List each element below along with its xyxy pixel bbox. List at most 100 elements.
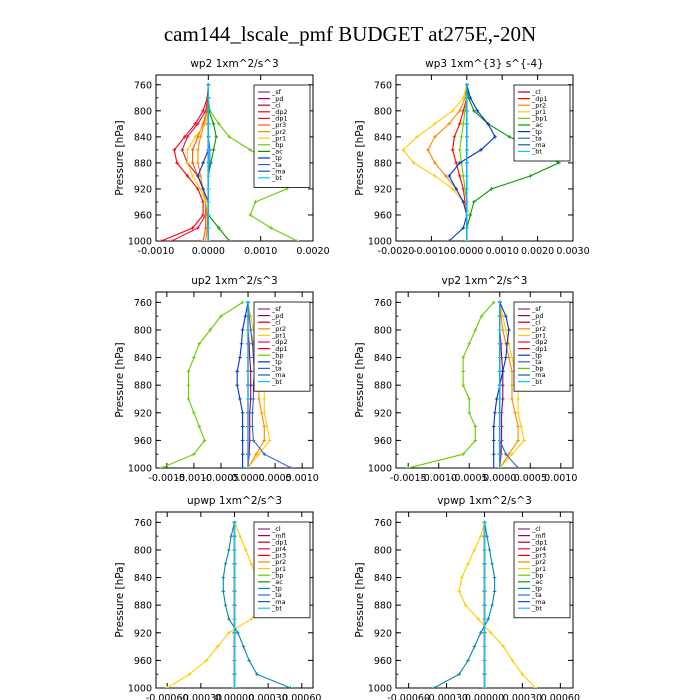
data-point — [175, 161, 179, 165]
data-point — [465, 226, 469, 230]
data-point — [187, 672, 192, 676]
data-point — [504, 314, 508, 318]
data-point — [465, 148, 469, 152]
panel-title: upwp 1xm^2/s^3 — [187, 495, 282, 507]
y-axis-label: Pressure [hPa] — [354, 342, 366, 417]
series-group — [406, 300, 526, 468]
x-tick-label: -0.00030 — [179, 693, 222, 700]
y-tick-label: 880 — [134, 381, 152, 392]
x-tick-label: 0.00060 — [282, 693, 321, 700]
data-point — [217, 226, 221, 230]
legend-entry: _cl — [271, 318, 281, 326]
data-point — [489, 187, 494, 191]
legend-entry: _ma — [271, 167, 286, 175]
data-point — [465, 122, 469, 126]
data-point — [185, 148, 190, 152]
data-point — [504, 355, 508, 360]
data-point — [208, 328, 212, 332]
y-tick-label: 960 — [374, 656, 392, 667]
legend-entry: _ma — [271, 598, 286, 606]
legend-entry: _pr4 — [531, 545, 546, 553]
x-tick-label: -0.0020 — [378, 246, 415, 257]
data-point — [196, 122, 200, 126]
series-line-dp2 — [160, 84, 209, 241]
data-point — [479, 314, 484, 318]
data-point — [497, 466, 502, 468]
data-point — [159, 239, 164, 241]
data-point — [510, 397, 514, 401]
data-point — [201, 239, 205, 241]
legend-box — [513, 84, 571, 162]
data-point — [457, 161, 462, 165]
legend-entry: _bp1 — [531, 115, 548, 123]
data-point — [426, 148, 430, 152]
data-point — [206, 109, 211, 113]
data-point — [482, 548, 487, 552]
data-point — [501, 314, 505, 318]
y-tick-label: 920 — [374, 184, 392, 195]
legend-entry: _ac — [271, 148, 283, 156]
data-point — [493, 410, 497, 415]
data-point — [516, 397, 520, 401]
data-point — [206, 161, 211, 165]
data-point — [491, 300, 496, 305]
series-line-bp — [161, 301, 243, 468]
legend-entry: _pr4 — [271, 545, 286, 553]
series-line-bp — [408, 302, 495, 468]
data-point — [482, 644, 487, 649]
y-tick-label: 920 — [134, 628, 152, 639]
legend-entry: _pd — [271, 312, 284, 320]
data-point — [510, 383, 514, 387]
legend-entry: _cl — [531, 88, 541, 96]
data-point — [250, 410, 255, 415]
data-point — [227, 617, 231, 621]
data-point — [246, 452, 250, 456]
plot-frame — [155, 291, 314, 469]
data-point — [206, 187, 211, 191]
data-point — [257, 452, 261, 456]
x-tick-label: 0.0005 — [258, 473, 291, 484]
data-point — [214, 135, 218, 139]
data-point — [196, 174, 200, 178]
data-point — [507, 355, 511, 360]
legend-entry: _pr1 — [271, 332, 286, 340]
legend-entry: _ac — [531, 121, 543, 129]
data-point — [192, 355, 196, 360]
legend-entry: _bt — [271, 174, 282, 182]
data-point — [516, 424, 520, 429]
x-tick-label: -0.00030 — [425, 693, 468, 700]
legend-entry: _bp — [531, 571, 544, 579]
data-point — [497, 424, 502, 429]
data-point — [186, 369, 191, 374]
data-point — [217, 122, 221, 126]
legend-entry: _dp1 — [531, 345, 548, 353]
legend-entry: _dp1 — [531, 538, 548, 546]
legend-box — [253, 84, 311, 188]
data-point — [262, 452, 267, 456]
data-point — [247, 658, 251, 663]
data-point — [232, 672, 237, 676]
data-point — [159, 466, 164, 468]
y-tick-label: 800 — [134, 106, 152, 117]
data-point — [482, 561, 487, 566]
plot-frame — [395, 74, 574, 242]
y-tick-label: 760 — [134, 518, 152, 529]
series-group — [432, 520, 537, 688]
data-point — [465, 135, 469, 139]
data-point — [262, 438, 267, 443]
data-point — [246, 300, 250, 305]
y-tick-label: 960 — [134, 436, 152, 447]
data-point — [476, 617, 480, 621]
x-tick-label: 0.0030 — [556, 246, 589, 257]
legend-entry: _bp — [531, 365, 544, 373]
data-point — [516, 410, 520, 415]
data-point — [533, 686, 537, 688]
data-point — [482, 672, 487, 676]
data-point — [211, 122, 216, 126]
data-point — [482, 575, 487, 580]
panel-title: wp3 1xm^{3} s^{-4} — [425, 58, 544, 70]
x-tick-label: 0.0000 — [231, 473, 264, 484]
legend-entry: _dp1 — [271, 538, 288, 546]
data-point — [465, 239, 469, 241]
data-point — [206, 122, 211, 126]
